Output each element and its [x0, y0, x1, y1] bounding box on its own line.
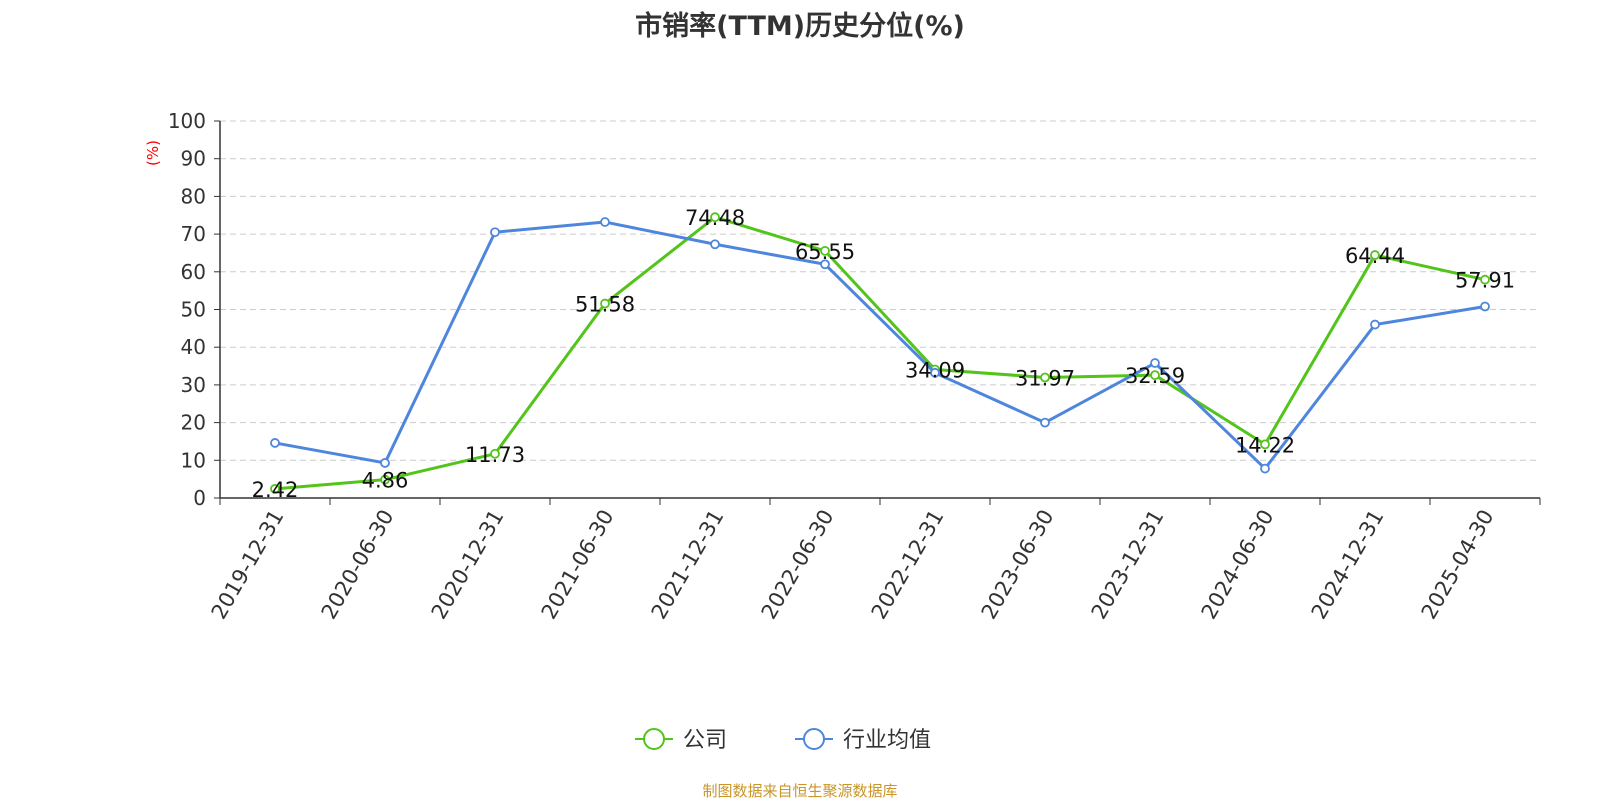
y-tick-label: 30 [181, 373, 206, 397]
x-tick-label: 2024-06-30 [1197, 506, 1279, 624]
data-point[interactable] [270, 438, 280, 448]
data-point[interactable] [1480, 274, 1490, 285]
y-axis-label: (%) [144, 140, 162, 166]
grid-layer [220, 120, 1540, 461]
x-tick-label: 2023-12-31 [1087, 506, 1169, 624]
x-tick-label: 2025-04-30 [1417, 506, 1499, 624]
chart-title: 市销率(TTM)历史分位(%) [635, 11, 965, 42]
legend-marker [803, 728, 825, 750]
data-point[interactable] [270, 483, 280, 494]
data-point[interactable] [380, 458, 390, 468]
x-tick-label: 2020-12-31 [427, 506, 509, 624]
series-line-1 [274, 215, 1486, 491]
data-point[interactable] [820, 245, 830, 256]
x-tick-label: 2022-12-31 [867, 506, 949, 624]
y-tick-label: 50 [181, 298, 206, 322]
data-point[interactable] [710, 239, 720, 250]
y-tick-label: 60 [181, 260, 206, 284]
x-tick-label: 2024-12-31 [1307, 506, 1389, 624]
data-point[interactable] [490, 448, 500, 459]
data-point[interactable] [1150, 358, 1160, 368]
y-tick-label: 0 [193, 486, 206, 510]
y-tick-label: 90 [181, 147, 206, 171]
data-point[interactable] [490, 227, 500, 238]
axis-layer: 0 10 20 30 40 50 60 70 80 90 100 2019-12-31 2020-06-… [168, 109, 1541, 624]
data-label: 11.73 [465, 443, 525, 467]
legend-label: 公司 [683, 728, 727, 753]
x-tick-label: 2021-12-31 [647, 506, 729, 624]
legend[interactable]: 公司 行业均值 [635, 728, 931, 753]
series-line-2 [274, 220, 1486, 471]
data-label: 74.48 [685, 206, 745, 230]
series-layer [270, 212, 1490, 494]
data-point[interactable] [710, 212, 720, 223]
data-label: 2.42 [252, 478, 299, 502]
y-tick-label: 80 [181, 184, 206, 208]
y-tick-label: 40 [181, 335, 206, 359]
data-point[interactable] [600, 217, 610, 227]
data-point[interactable] [1370, 319, 1380, 330]
x-tick-label: 2022-06-30 [757, 506, 839, 624]
data-label: 32.59 [1125, 364, 1185, 388]
data-point[interactable] [1260, 463, 1270, 474]
data-point[interactable] [930, 367, 940, 378]
data-point[interactable] [1040, 372, 1050, 383]
data-label: 4.86 [362, 469, 409, 493]
data-point[interactable] [1260, 439, 1270, 450]
data-point[interactable] [1370, 250, 1380, 260]
data-label: 65.55 [795, 240, 855, 264]
data-point[interactable] [820, 259, 830, 270]
data-label: 31.97 [1015, 366, 1075, 390]
data-point[interactable] [380, 474, 390, 485]
legend-label: 行业均值 [843, 728, 931, 753]
data-source-note: 制图数据来自恒生聚源数据库 [702, 782, 898, 800]
y-tick-label: 10 [181, 448, 206, 472]
legend-item-1[interactable]: 公司 [635, 728, 727, 753]
data-label: 14.22 [1235, 433, 1295, 457]
data-label: 57.91 [1455, 269, 1515, 293]
data-label: 34.09 [905, 358, 965, 382]
x-tick-label: 2021-06-30 [537, 506, 619, 624]
legend-item-2[interactable]: 行业均值 [795, 728, 931, 753]
data-point[interactable] [600, 298, 610, 309]
x-tick-label: 2020-06-30 [317, 506, 399, 624]
data-label-layer: 2.42 4.86 11.73 51.58 74.48 65.55 34.09 31.97 32… [252, 206, 1515, 502]
data-label: 64.44 [1345, 244, 1405, 268]
x-tick-label: 2019-12-31 [207, 506, 289, 624]
legend-marker [643, 728, 665, 750]
y-tick-label: 70 [181, 222, 206, 246]
y-tick-label: 20 [181, 411, 206, 435]
data-point[interactable] [1150, 370, 1160, 381]
data-point[interactable] [1040, 417, 1050, 428]
data-label: 51.58 [575, 293, 635, 317]
x-tick-label: 2023-06-30 [977, 506, 1059, 624]
data-point[interactable] [1480, 301, 1490, 312]
y-tick-label: 100 [168, 109, 206, 133]
